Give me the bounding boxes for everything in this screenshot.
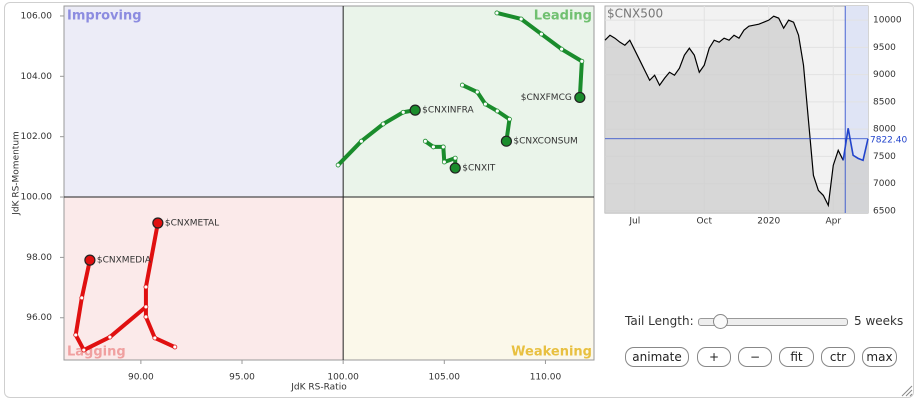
- tail-slider-knob[interactable]: [713, 314, 728, 329]
- tail-line: [494, 10, 584, 100]
- tail-length-label: Tail Length:: [625, 314, 694, 328]
- quadrant: [343, 6, 594, 198]
- quadrant-label: Weakening: [511, 345, 592, 360]
- x-tick-label: Jul: [628, 217, 640, 227]
- series-label: $CNXINFRA: [422, 106, 474, 116]
- price-line-tail: [842, 128, 869, 162]
- tail-point: [579, 58, 585, 64]
- tail-slider[interactable]: [698, 318, 848, 326]
- tail-point: [143, 284, 149, 290]
- tail-point: [400, 109, 406, 115]
- area-fill: [605, 16, 868, 213]
- tail-point: [335, 162, 341, 168]
- tail-point: [474, 89, 480, 95]
- x-tick-label: 90.00: [128, 373, 154, 383]
- series-label: $CNXFMCG: [521, 93, 572, 103]
- x-tick-label: 100.00: [327, 373, 359, 383]
- tail-point: [507, 116, 512, 122]
- series-label: $CNXIT: [462, 164, 496, 174]
- x-tick-label: 2020: [757, 217, 780, 227]
- quadrant-label: Improving: [67, 9, 142, 24]
- button[interactable]: animate: [625, 347, 689, 367]
- x-tick-label: Apr: [825, 217, 841, 227]
- quadrant-label: Lagging: [67, 345, 126, 360]
- x-tick-label: 110.00: [530, 373, 562, 383]
- chart-title: $CNX500: [607, 7, 663, 21]
- head-point: [84, 254, 96, 266]
- series-label: $CNXCONSUM: [513, 137, 577, 147]
- tail-point: [482, 101, 488, 107]
- x-axis-label: JdK RS-Ratio: [290, 383, 347, 393]
- tail-point: [539, 31, 544, 37]
- tail-point: [172, 344, 178, 350]
- tail-point: [79, 295, 85, 301]
- last-value-label: 7822.40: [870, 135, 907, 145]
- x-tick-label: 105.00: [429, 373, 461, 383]
- button[interactable]: max: [862, 347, 897, 367]
- series-label: $CNXMEDIA: [97, 256, 152, 266]
- head-point: [409, 104, 421, 116]
- tail-point: [152, 335, 158, 341]
- tail-point: [143, 304, 149, 310]
- button[interactable]: +: [697, 347, 731, 367]
- button[interactable]: ctr: [821, 347, 855, 367]
- tail-point: [430, 144, 436, 150]
- tail-point: [73, 332, 79, 338]
- y-tick-label: 6500: [873, 206, 896, 216]
- y-tick-label: 9000: [873, 70, 896, 80]
- head-point: [152, 217, 164, 229]
- x-tick-label: 95.00: [229, 373, 255, 383]
- y-tick-label: 102.00: [21, 132, 53, 142]
- tail-point: [422, 138, 428, 144]
- button[interactable]: −: [738, 347, 772, 367]
- y-tick-label: 100.00: [21, 193, 53, 203]
- resize-handle: [901, 385, 913, 397]
- quadrant: [64, 197, 344, 360]
- tail-point: [459, 82, 465, 88]
- tail-point: [107, 334, 113, 340]
- head-point: [574, 91, 586, 104]
- tail-point: [440, 144, 446, 150]
- y-tick-label: 104.00: [21, 72, 53, 82]
- tail-point: [380, 121, 386, 127]
- y-tick-label: 7500: [873, 152, 896, 162]
- tail-point: [452, 155, 458, 161]
- y-tick-label: 7000: [873, 179, 896, 189]
- tail-point: [143, 314, 149, 320]
- y-tick-label: 9500: [873, 43, 896, 53]
- y-tick-label: 106.00: [21, 11, 53, 21]
- head-point: [449, 162, 461, 174]
- y-tick-label: 8000: [873, 125, 896, 135]
- tail-point: [441, 159, 447, 165]
- tail-point: [494, 108, 500, 114]
- tail-line: [460, 83, 512, 144]
- y-tick-label: 10000: [873, 16, 902, 26]
- frame: [4, 2, 914, 398]
- series-label: $CNXMETAL: [165, 218, 219, 228]
- tail-point: [81, 347, 87, 353]
- y-tick-label: 8500: [873, 97, 896, 107]
- x-tick-label: Oct: [696, 217, 712, 227]
- tail-point: [559, 46, 565, 52]
- y-axis-label: JdK RS-Momentum: [12, 131, 22, 216]
- quadrant: [343, 197, 594, 360]
- quadrant-label: Leading: [534, 9, 592, 24]
- y-tick-label: 96.00: [26, 313, 52, 323]
- button[interactable]: fit: [779, 347, 814, 367]
- tail-point: [358, 138, 364, 144]
- tail-line: [73, 258, 148, 353]
- head-point: [500, 135, 513, 147]
- price-line: [604, 15, 844, 208]
- quadrant: [64, 6, 344, 198]
- y-tick-label: 98.00: [26, 253, 52, 263]
- plot-border: [63, 5, 595, 361]
- tail-point: [494, 10, 500, 16]
- tail-point: [518, 16, 524, 22]
- tail-length-value: 5 weeks: [854, 314, 904, 328]
